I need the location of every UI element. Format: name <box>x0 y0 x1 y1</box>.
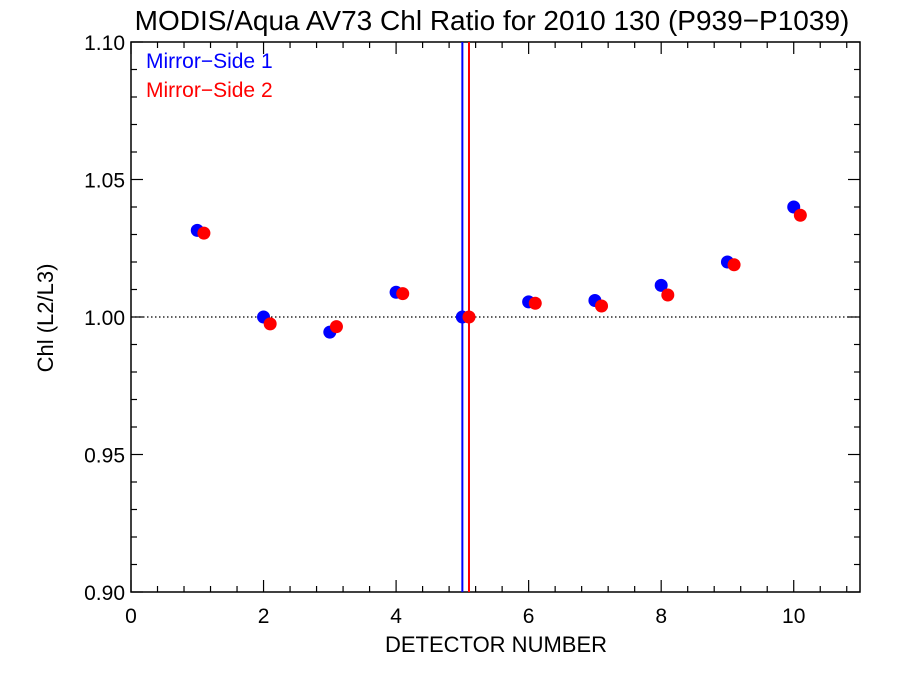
series-1-point <box>654 278 668 292</box>
legend-series-2: Mirror−Side 2 <box>146 79 273 102</box>
y-tick-label: 1.10 <box>84 32 125 55</box>
x-tick-label: 10 <box>782 605 805 628</box>
x-tick-label: 6 <box>523 605 535 628</box>
series-2-point <box>661 288 675 302</box>
series-2-point <box>528 296 542 310</box>
x-axis-title: DETECTOR NUMBER <box>385 632 607 657</box>
y-tick-label: 0.95 <box>84 445 125 468</box>
series-2-point <box>263 317 277 331</box>
legend-series-1: Mirror−Side 1 <box>146 50 273 73</box>
series-2-point <box>396 287 410 301</box>
x-tick-label: 2 <box>258 605 270 628</box>
series-2-point <box>197 226 211 240</box>
series-2-point <box>793 208 807 222</box>
series-2-point <box>595 299 609 313</box>
chart-title: MODIS/Aqua AV73 Chl Ratio for 2010 130 (… <box>135 5 850 36</box>
plot-area: 0 2 4 6 8 10 0.90 0.95 1.00 1.05 1.10 <box>84 32 861 628</box>
y-axis-title: Chl (L2/L3) <box>33 264 58 373</box>
y-tick-label: 1.00 <box>84 307 125 330</box>
y-tick-label: 1.05 <box>84 170 125 193</box>
series-2-point <box>462 310 476 324</box>
series-2-point <box>329 320 343 334</box>
y-tick-label: 0.90 <box>84 582 125 605</box>
series-2-point <box>727 258 741 272</box>
x-tick-label: 0 <box>125 605 137 628</box>
x-tick-label: 8 <box>655 605 667 628</box>
x-tick-label: 4 <box>390 605 402 628</box>
